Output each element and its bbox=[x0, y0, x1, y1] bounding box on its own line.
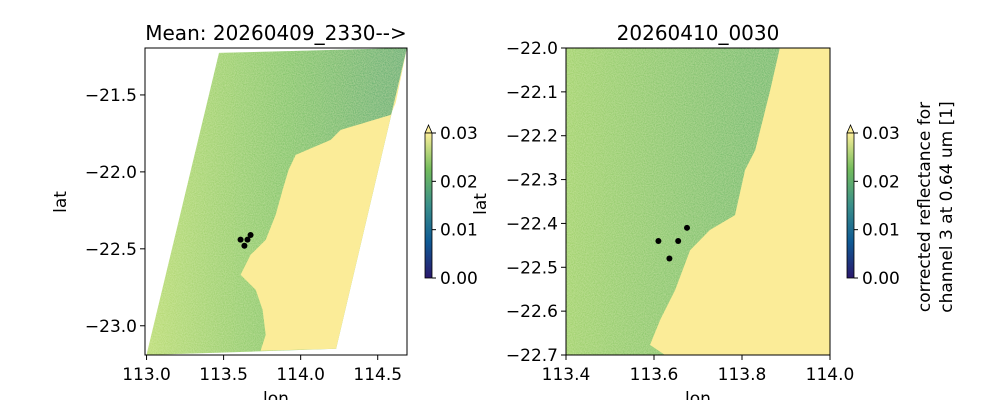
y-tick-label: −21.5 bbox=[85, 86, 137, 106]
colorbar-tick-label: 0.01 bbox=[862, 221, 900, 241]
location-marker bbox=[237, 236, 244, 243]
right-title: 20260410_0030 bbox=[617, 21, 780, 45]
right-panel: 20260410_0030 113.4 113.6 113.8 114.0 −22.0 −… bbox=[506, 21, 957, 400]
right-colorbar-label-line2: channel 3 at 0.64 um [1] bbox=[937, 101, 957, 312]
y-tick-label: −22.7 bbox=[506, 346, 558, 366]
y-tick-label: −22.1 bbox=[506, 83, 558, 103]
colorbar-tick-label: 0.02 bbox=[440, 172, 478, 192]
y-tick-label: −22.0 bbox=[85, 163, 137, 183]
y-tick-label: −23.0 bbox=[85, 317, 137, 337]
y-tick-label: −22.5 bbox=[85, 240, 137, 260]
left-panel: Mean: 20260409_2330--> 113.0 113.5 114.0 11… bbox=[51, 21, 491, 400]
y-tick-label: −22.3 bbox=[506, 171, 558, 191]
y-tick-label: −22.2 bbox=[506, 127, 558, 147]
right-land bbox=[650, 48, 830, 355]
x-tick-label: 114.0 bbox=[806, 365, 855, 385]
left-title: Mean: 20260409_2330--> bbox=[145, 21, 406, 45]
y-tick-label: −22.4 bbox=[506, 214, 558, 234]
x-tick-label: 113.5 bbox=[199, 365, 248, 385]
location-marker bbox=[666, 255, 673, 262]
x-tick-label: 114.0 bbox=[276, 365, 325, 385]
x-tick-label: 114.5 bbox=[353, 365, 402, 385]
right-colorbar-label-line1: corrected reflectance for bbox=[915, 102, 935, 312]
colorbar-tick-label: 0.02 bbox=[862, 172, 900, 192]
left-land bbox=[240, 48, 407, 351]
x-tick-label: 113.6 bbox=[630, 365, 679, 385]
location-marker bbox=[675, 237, 682, 244]
left-colorbar: 0.00 0.01 0.02 0.03 lat bbox=[424, 124, 491, 289]
location-marker bbox=[244, 236, 251, 243]
colorbar-tick-label: 0.03 bbox=[862, 124, 900, 144]
right-axes-frame bbox=[565, 47, 831, 356]
left-ylabel: lat bbox=[51, 191, 71, 213]
right-colorbar-extend-arrow bbox=[846, 124, 855, 134]
left-colorbar-label: lat bbox=[471, 193, 491, 215]
left-axes-frame bbox=[144, 47, 408, 356]
location-marker bbox=[684, 224, 690, 231]
y-tick-label: −22.5 bbox=[506, 258, 558, 278]
location-marker bbox=[247, 231, 254, 238]
colorbar-tick-label: 0.03 bbox=[440, 124, 478, 144]
left-colorbar-extend-arrow bbox=[424, 124, 433, 134]
right-colorbar: 0.00 0.01 0.02 0.03 corrected reflectance f… bbox=[846, 101, 957, 313]
x-tick-label: 113.4 bbox=[542, 365, 591, 385]
colorbar-tick-label: 0.01 bbox=[440, 221, 478, 241]
x-tick-label: 113.0 bbox=[122, 365, 171, 385]
location-marker bbox=[655, 237, 662, 244]
y-tick-label: −22.0 bbox=[506, 39, 558, 59]
left-xlabel: lon bbox=[263, 389, 289, 400]
location-marker bbox=[241, 242, 248, 249]
colorbar-tick-label: 0.00 bbox=[440, 269, 478, 289]
left-colorbar-gradient bbox=[424, 132, 433, 279]
right-colorbar-gradient bbox=[846, 132, 855, 279]
x-tick-label: 113.8 bbox=[718, 365, 767, 385]
colorbar-tick-label: 0.00 bbox=[862, 269, 900, 289]
y-tick-label: −22.6 bbox=[506, 302, 558, 322]
right-xlabel: lon bbox=[685, 389, 711, 400]
